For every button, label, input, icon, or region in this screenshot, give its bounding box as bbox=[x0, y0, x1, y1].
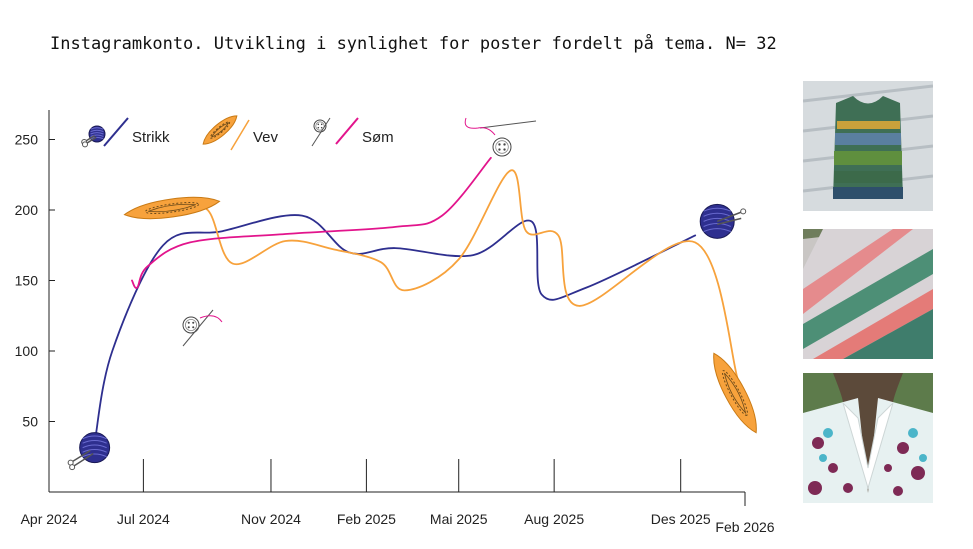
x-tick-label: Aug 2025 bbox=[524, 511, 584, 527]
y-tick-label: 250 bbox=[15, 132, 39, 148]
button-needle-icon bbox=[182, 309, 223, 347]
x-tick-label: Des 2025 bbox=[651, 511, 711, 527]
x-tick-label: Jul 2024 bbox=[117, 511, 170, 527]
shuttle-icon bbox=[713, 352, 757, 434]
series-line-yarn-ball bbox=[93, 214, 697, 444]
legend-line bbox=[230, 119, 250, 151]
x-tick-label: Feb 2025 bbox=[337, 511, 396, 527]
y-tick-label: 100 bbox=[15, 343, 39, 359]
y-tick-label: 50 bbox=[22, 414, 38, 430]
legend-label: Vev bbox=[253, 129, 279, 146]
legend-item: Vev bbox=[202, 115, 279, 151]
sewn-blouse-photo bbox=[803, 373, 933, 503]
y-tick-label: 200 bbox=[15, 202, 39, 218]
x-axis-ticks: Apr 2024 Jul 2024 Nov 2024 Feb 2025 Mai 2025… bbox=[21, 459, 775, 535]
legend-label: Søm bbox=[362, 129, 394, 146]
woven-rug-photo bbox=[803, 229, 933, 359]
button-needle-icon bbox=[464, 117, 537, 157]
x-tick-label: Feb 2026 bbox=[715, 519, 774, 535]
legend-item: Søm bbox=[311, 117, 394, 147]
legend-item: Strikk bbox=[81, 117, 170, 148]
legend: Strikk Vev Søm bbox=[81, 115, 394, 151]
yarn-ball-icon bbox=[699, 203, 747, 239]
legend-line bbox=[103, 117, 129, 147]
x-tick-label: Nov 2024 bbox=[241, 511, 301, 527]
knitted-vest-photo bbox=[803, 81, 933, 211]
series-lines bbox=[93, 156, 739, 444]
y-axis-ticks: 50 100 150 200 250 bbox=[15, 132, 55, 430]
shuttle-icon bbox=[123, 196, 221, 220]
chart-title: Instagramkonto. Utvikling i synlighet fo… bbox=[50, 34, 777, 54]
x-tick-label: Apr 2024 bbox=[21, 511, 78, 527]
chart-axes bbox=[48, 110, 745, 493]
legend-label: Strikk bbox=[132, 129, 170, 146]
series-line-shuttle bbox=[174, 169, 739, 381]
series-line-button-needle bbox=[131, 156, 492, 289]
yarn-ball-icon bbox=[67, 432, 111, 471]
legend-line bbox=[335, 117, 359, 145]
x-tick-label: Mai 2025 bbox=[430, 511, 488, 527]
y-tick-label: 150 bbox=[15, 273, 39, 289]
series-icons bbox=[67, 117, 757, 471]
